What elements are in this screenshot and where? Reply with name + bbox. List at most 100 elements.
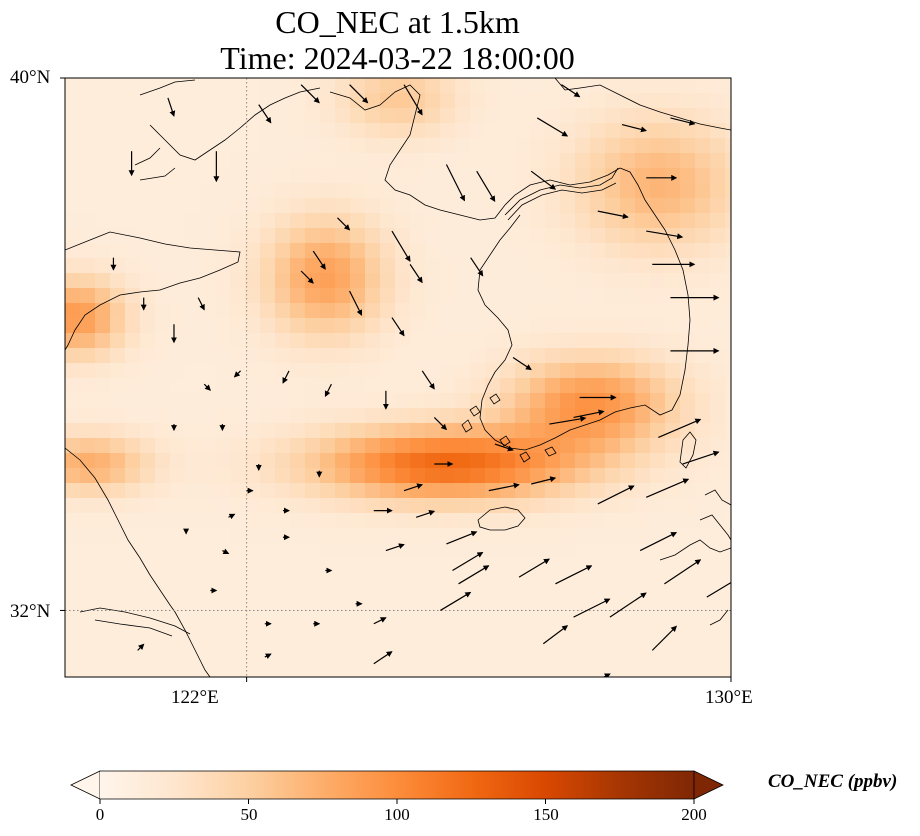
field-cell [80, 573, 96, 589]
field-cell [125, 423, 141, 439]
field-cell [710, 588, 726, 604]
field-cell [170, 528, 186, 544]
field-cell [230, 543, 246, 559]
field-cell [380, 168, 396, 184]
wind-arrow [536, 117, 569, 137]
field-cell [680, 108, 696, 124]
field-cell [545, 333, 561, 349]
field-cell [305, 573, 321, 589]
field-cell [320, 153, 336, 169]
field-cell [200, 498, 216, 514]
field-cell [290, 573, 306, 589]
field-cell [200, 228, 216, 244]
field-cell [215, 483, 231, 499]
field-cell [635, 543, 651, 559]
field-cell [665, 303, 681, 319]
field-cell [170, 483, 186, 499]
field-cell [440, 663, 456, 677]
field-cell [230, 573, 246, 589]
field-cell [95, 303, 111, 319]
field-cell [575, 228, 591, 244]
field-cell [350, 93, 366, 109]
field-cell [455, 393, 471, 409]
field-cell [635, 483, 651, 499]
field-cell [440, 618, 456, 634]
field-cell [560, 378, 576, 394]
field-cell [485, 123, 501, 139]
field-cell [215, 288, 231, 304]
field-cell [560, 438, 576, 454]
field-cell [440, 378, 456, 394]
field-cell [155, 573, 171, 589]
field-cell [365, 78, 381, 94]
field-cell [95, 258, 111, 274]
field-cell [680, 558, 696, 574]
field-cell [95, 93, 111, 109]
field-cell [440, 483, 456, 499]
field-cell [275, 228, 291, 244]
colorbar-gradient [100, 771, 694, 799]
field-cell [305, 258, 321, 274]
field-cell [305, 243, 321, 259]
field-cell [455, 78, 471, 94]
field-cell [365, 138, 381, 154]
field-cell [395, 588, 411, 604]
field-cell [575, 198, 591, 214]
field-cell [515, 288, 531, 304]
field-cell [320, 288, 336, 304]
wind-arrow [470, 257, 484, 277]
field-cell [380, 543, 396, 559]
field-cell [590, 393, 606, 409]
field-cell [125, 483, 141, 499]
field-cell [560, 618, 576, 634]
field-cell [125, 123, 141, 139]
field-cell [620, 603, 636, 619]
field-cell [275, 93, 291, 109]
field-cell [350, 618, 366, 634]
field-cell [395, 153, 411, 169]
field-cell [650, 438, 666, 454]
field-cell [725, 378, 731, 394]
field-cell [110, 513, 126, 529]
co-concentration-field [65, 78, 731, 677]
field-cell [410, 363, 426, 379]
field-cell [305, 348, 321, 364]
field-cell [440, 288, 456, 304]
field-cell [605, 153, 621, 169]
field-cell [560, 633, 576, 649]
field-cell [545, 243, 561, 259]
coastline-korea-bay [329, 84, 621, 221]
field-cell [395, 183, 411, 199]
field-cell [560, 348, 576, 364]
field-cell [605, 303, 621, 319]
field-cell [125, 138, 141, 154]
field-cell [500, 243, 516, 259]
field-cell [500, 648, 516, 664]
field-cell [155, 78, 171, 94]
field-cell [425, 453, 441, 469]
field-cell [245, 618, 261, 634]
field-cell [170, 258, 186, 274]
field-cell [710, 168, 726, 184]
field-cell [590, 228, 606, 244]
field-cell [650, 213, 666, 229]
field-cell [305, 78, 321, 94]
field-cell [560, 273, 576, 289]
wind-arrow [670, 117, 696, 126]
field-cell [425, 198, 441, 214]
field-cell [680, 588, 696, 604]
field-cell [290, 543, 306, 559]
field-cell [620, 123, 636, 139]
field-cell [725, 213, 731, 229]
field-cell [620, 288, 636, 304]
field-cell [485, 213, 501, 229]
field-cell [500, 588, 516, 604]
field-cell [470, 243, 486, 259]
field-cell [590, 468, 606, 484]
field-cell [155, 183, 171, 199]
field-cell [560, 123, 576, 139]
field-cell [515, 363, 531, 379]
field-cell [110, 468, 126, 484]
field-cell [65, 513, 81, 529]
field-cell [605, 528, 621, 544]
